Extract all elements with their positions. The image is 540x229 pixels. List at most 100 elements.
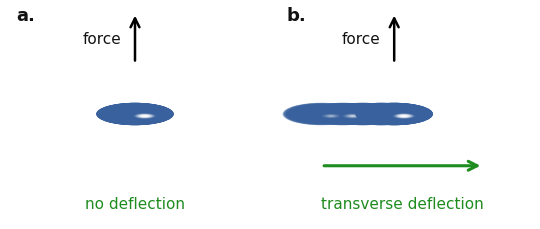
Ellipse shape <box>390 113 398 116</box>
Ellipse shape <box>325 104 401 125</box>
Ellipse shape <box>318 107 368 122</box>
Ellipse shape <box>372 116 373 117</box>
Ellipse shape <box>301 109 342 120</box>
Ellipse shape <box>357 113 368 116</box>
Ellipse shape <box>285 104 357 125</box>
Ellipse shape <box>347 110 379 119</box>
Ellipse shape <box>117 109 153 120</box>
Ellipse shape <box>326 109 360 120</box>
Ellipse shape <box>308 111 334 118</box>
Ellipse shape <box>341 114 345 115</box>
Ellipse shape <box>300 109 342 120</box>
Ellipse shape <box>368 111 395 118</box>
Ellipse shape <box>386 115 396 118</box>
Ellipse shape <box>320 108 366 121</box>
Ellipse shape <box>368 107 420 122</box>
Ellipse shape <box>105 106 165 123</box>
Ellipse shape <box>349 111 376 118</box>
Ellipse shape <box>320 114 323 115</box>
Ellipse shape <box>364 110 398 119</box>
Ellipse shape <box>114 109 156 120</box>
Ellipse shape <box>374 109 415 120</box>
Ellipse shape <box>327 110 359 119</box>
Ellipse shape <box>374 109 414 120</box>
Ellipse shape <box>338 107 388 122</box>
Ellipse shape <box>314 106 372 123</box>
Ellipse shape <box>374 112 388 117</box>
Ellipse shape <box>313 106 373 123</box>
Ellipse shape <box>299 108 343 121</box>
Ellipse shape <box>334 112 352 117</box>
Ellipse shape <box>328 110 358 119</box>
Ellipse shape <box>97 104 173 125</box>
Ellipse shape <box>300 108 342 121</box>
Ellipse shape <box>112 108 158 121</box>
Ellipse shape <box>377 110 411 119</box>
Ellipse shape <box>330 111 356 118</box>
Ellipse shape <box>358 104 430 125</box>
Ellipse shape <box>304 109 339 120</box>
Ellipse shape <box>350 111 376 118</box>
Ellipse shape <box>329 111 356 118</box>
Ellipse shape <box>390 116 392 117</box>
Ellipse shape <box>346 104 416 125</box>
Ellipse shape <box>325 104 401 125</box>
Ellipse shape <box>358 113 368 116</box>
Ellipse shape <box>131 113 139 116</box>
Ellipse shape <box>310 111 333 118</box>
Ellipse shape <box>386 112 402 117</box>
Ellipse shape <box>382 114 400 119</box>
Ellipse shape <box>115 109 155 120</box>
Ellipse shape <box>360 105 429 124</box>
Ellipse shape <box>298 108 345 121</box>
Ellipse shape <box>134 114 136 115</box>
Ellipse shape <box>356 112 370 117</box>
Ellipse shape <box>373 112 389 117</box>
Ellipse shape <box>312 112 330 117</box>
Ellipse shape <box>125 112 145 117</box>
Ellipse shape <box>340 108 386 121</box>
Ellipse shape <box>319 114 323 115</box>
Ellipse shape <box>356 107 406 122</box>
Ellipse shape <box>333 112 353 117</box>
Ellipse shape <box>323 109 362 120</box>
Ellipse shape <box>284 104 359 125</box>
Ellipse shape <box>318 114 325 115</box>
Ellipse shape <box>331 111 355 118</box>
Ellipse shape <box>308 105 377 124</box>
Ellipse shape <box>372 108 416 121</box>
Ellipse shape <box>300 108 343 121</box>
Ellipse shape <box>313 106 373 123</box>
Ellipse shape <box>334 106 392 123</box>
Ellipse shape <box>326 104 400 125</box>
Ellipse shape <box>351 116 354 117</box>
Ellipse shape <box>361 109 401 120</box>
Ellipse shape <box>345 115 360 118</box>
Ellipse shape <box>120 110 150 119</box>
Ellipse shape <box>141 116 148 117</box>
Ellipse shape <box>343 104 419 125</box>
Ellipse shape <box>328 104 398 125</box>
Ellipse shape <box>364 109 399 120</box>
Ellipse shape <box>374 112 388 117</box>
Ellipse shape <box>359 113 367 116</box>
Ellipse shape <box>350 106 412 123</box>
Ellipse shape <box>308 111 334 118</box>
Ellipse shape <box>342 114 343 115</box>
Ellipse shape <box>352 116 354 117</box>
Ellipse shape <box>327 115 335 117</box>
Ellipse shape <box>135 114 154 119</box>
Ellipse shape <box>293 106 350 123</box>
Ellipse shape <box>372 112 391 117</box>
Ellipse shape <box>359 104 430 125</box>
Ellipse shape <box>97 104 173 125</box>
Ellipse shape <box>289 105 354 124</box>
Ellipse shape <box>102 105 168 124</box>
Ellipse shape <box>361 109 402 120</box>
Ellipse shape <box>328 110 357 119</box>
Ellipse shape <box>104 105 166 124</box>
Ellipse shape <box>128 112 142 117</box>
Ellipse shape <box>323 109 362 120</box>
Ellipse shape <box>328 116 334 117</box>
Ellipse shape <box>394 114 395 115</box>
